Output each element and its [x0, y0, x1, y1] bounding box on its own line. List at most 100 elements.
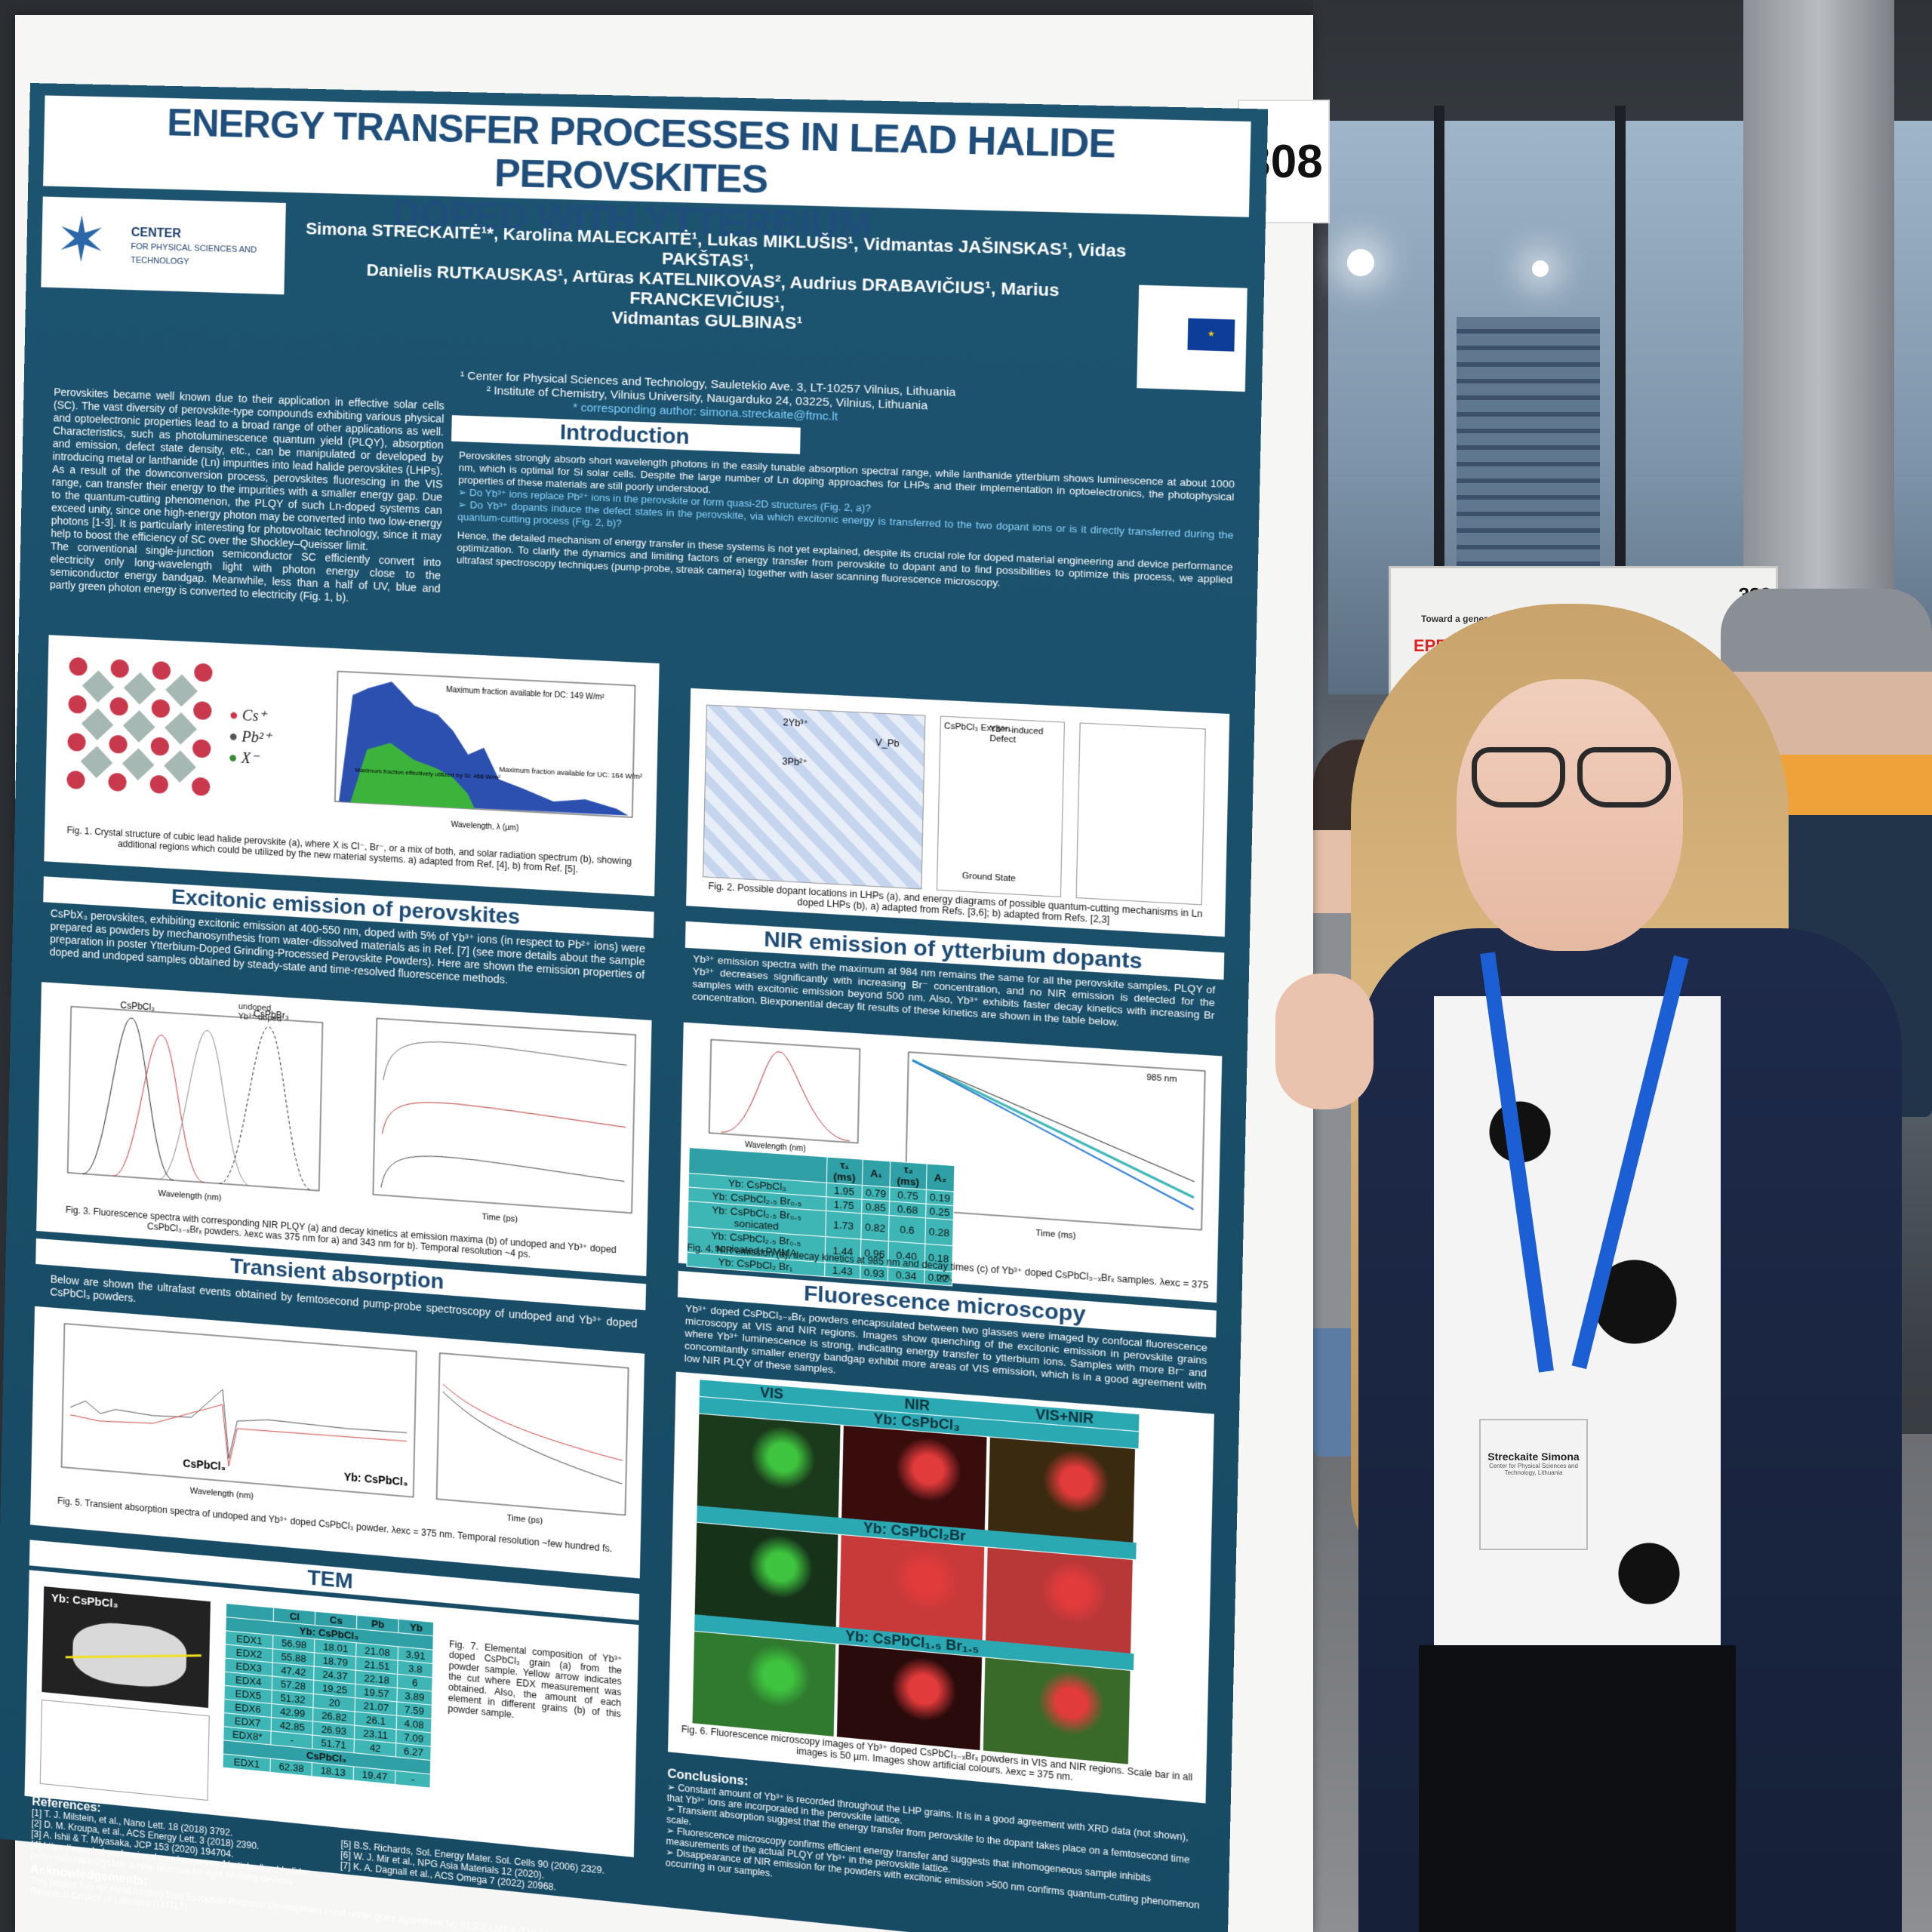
axis-label: Time (ps): [481, 1212, 518, 1224]
plot-label: Yb: CsPbCl₃: [344, 1470, 408, 1487]
presenter-face: [1457, 679, 1683, 951]
table-cell: 0.28: [924, 1217, 954, 1246]
cs-atom: [66, 770, 85, 790]
decay-kinetics-plot: Time (ps): [357, 1010, 644, 1224]
cs-atom: [192, 700, 212, 721]
legend-pb: Pb²⁺: [242, 728, 272, 747]
cs-atom: [108, 772, 127, 792]
microscopy-image: [694, 1522, 838, 1627]
cs-atom: [191, 777, 211, 796]
octahedron: [82, 670, 115, 703]
cs-atom: [152, 660, 171, 681]
figure-3-legend: undoped Yb³⁺ doped: [238, 1002, 281, 1024]
glasses-icon: [1472, 747, 1671, 808]
cs-atom: [151, 699, 171, 718]
presenter-trousers: [1419, 1645, 1736, 1932]
logo-subtitle: FOR PHYSICAL SCIENCES AND TECHNOLOGY: [130, 242, 257, 267]
solar-spectrum-plot: Maximum fraction available for DC: 149 W…: [319, 663, 642, 833]
microscopy-image: [985, 1547, 1133, 1654]
ceiling-lamp: [1347, 249, 1374, 276]
ceiling-lamp: [1532, 260, 1549, 277]
poster-title-bar: ENERGY TRANSFER PROCESSES IN LEAD HALIDE…: [43, 95, 1251, 248]
eu-flag-icon: ★: [1187, 318, 1235, 352]
nir-decay-plot: 985 nm Time (ms): [880, 1043, 1214, 1241]
figure-3-panel: CsPbCl₃ CsPbBr₃ Wavelength (nm) undoped …: [36, 982, 652, 1277]
energy-diagram-quantum-cutting: [1075, 722, 1206, 906]
ta-spectra-plot: CsPbCl₃ Yb: CsPbCl₃ Wavelength (nm): [38, 1315, 424, 1501]
octahedron: [81, 708, 114, 740]
badge-organization: Center for Physical Sciences and Technol…: [1489, 1463, 1578, 1476]
table-cell: 0.82: [860, 1213, 890, 1241]
cs-atom: [67, 732, 86, 752]
badge-name: Streckaite Simona: [1487, 1451, 1580, 1463]
edx-composition-table: Cl Cs Pb Yb Yb: CsPbCl₃ EDX1 56.98 18.01 21.08 3.…: [223, 1603, 435, 1789]
plot-label: CsPbCl₃: [183, 1457, 226, 1472]
intro-text-left: Perovskites became well known due to the…: [50, 386, 445, 608]
octahedron: [165, 712, 197, 745]
plot-label: CsPbCl₃: [120, 1000, 155, 1013]
diagram-label: Yb³⁺-induced Defect: [989, 724, 1044, 745]
table-cell: A₂: [926, 1164, 955, 1192]
diagram-label: Ground State: [961, 871, 1016, 884]
ta-kinetics-plot: Time (ps): [429, 1345, 637, 1526]
spectrum-xlabel: Wavelength, λ (µm): [451, 820, 518, 832]
octahedron: [122, 748, 155, 781]
microscopy-image: [836, 1644, 983, 1751]
microscopy-image: [988, 1437, 1136, 1543]
microscopy-image: [983, 1657, 1131, 1764]
octahedron: [164, 750, 196, 783]
figure-1-panel: ● Cs⁺ ● Pb²⁺ ● X⁻ Maximum fraction avail…: [44, 635, 660, 897]
octahedron: [80, 746, 113, 779]
poster-board: 308 ENERGY TRANSFER PROCESSES IN LEAD HA…: [0, 15, 1330, 1932]
cs-atom: [149, 774, 169, 795]
axis-label: Time (ms): [1035, 1229, 1076, 1241]
funding-logo: ★: [1137, 285, 1247, 392]
cs-atom: [194, 663, 213, 682]
intro-text-right: Perovskites strongly absorb short wavele…: [457, 449, 1235, 599]
presenter-blouse: [1434, 996, 1721, 1675]
energy-diagram: CsPbCl₃ Exciton Yb³⁺-induced Defect Grou…: [936, 715, 1066, 897]
edx-profile-plot: [39, 1699, 210, 1801]
presenter-hand: [1275, 974, 1374, 1109]
table-cell: τ₂ (ms): [890, 1161, 927, 1190]
figure-4-panel: Wavelength (nm) 985 nm Time (ms) τ₁ (ms)…: [678, 1022, 1223, 1303]
intro-paragraph: Perovskites became well known due to the…: [51, 386, 445, 553]
cs-atom: [69, 657, 88, 676]
microscopy-image: [839, 1535, 985, 1641]
diagram-label: 3Pb²⁺: [782, 755, 808, 768]
diagram-label: V_Pb: [875, 737, 900, 749]
star-logo-icon: ✶: [54, 205, 109, 276]
cs-atom: [109, 697, 128, 716]
plot-label: 985 nm: [1146, 1072, 1177, 1084]
table-cell: A₁: [862, 1159, 891, 1188]
diagram-label: 2Yb³⁺: [783, 716, 809, 729]
window-mullion: [1615, 106, 1626, 709]
figure-5-panel: CsPbCl₃ Yb: CsPbCl₃ Wavelength (nm) Time…: [29, 1306, 645, 1579]
table-cell: 0.19: [925, 1189, 955, 1206]
cs-atom: [109, 734, 128, 754]
perovskite-crystal-structure: [66, 657, 213, 796]
name-badge: Streckaite Simona Center for Physical Sc…: [1479, 1419, 1588, 1550]
legend-cs: Cs⁺: [242, 707, 267, 725]
axis-label: Wavelength (nm): [745, 1141, 806, 1154]
cs-atom: [192, 739, 211, 758]
microscopy-image: [692, 1631, 836, 1737]
figure-6-panel: VIS NIR VIS+NIR Yb: CsPbCl₃ Yb: CsPbCl₂B…: [667, 1371, 1214, 1804]
axis-label: Time (ps): [506, 1513, 543, 1525]
table-cell: 1.73: [825, 1211, 862, 1240]
table-cell: 0.6: [888, 1215, 926, 1244]
cs-atom: [68, 694, 87, 714]
cs-atom: [150, 737, 170, 756]
window-mullion: [1434, 106, 1444, 709]
tem-image-label: Yb: CsPbCl₃: [51, 1591, 118, 1611]
axis-label: Wavelength (nm): [190, 1487, 254, 1501]
dopant-location-diagram: 2Yb³⁺ 3Pb²⁺ V_Pb: [703, 704, 926, 890]
axis-label: Wavelength (nm): [158, 1189, 221, 1203]
microscopy-image: [697, 1414, 841, 1518]
figure-2-panel: 2Yb³⁺ 3Pb²⁺ V_Pb CsPbCl₃ Exciton Yb³⁺-in…: [686, 688, 1230, 937]
scientific-poster: ENERGY TRANSFER PROCESSES IN LEAD HALIDE…: [0, 83, 1269, 1932]
figure-7-caption: Fig. 7. Elemental composition of Yb³⁺ do…: [448, 1638, 623, 1721]
octahedron: [122, 710, 155, 743]
fluorescence-spectra-plot: CsPbCl₃ CsPbBr₃ Wavelength (nm): [45, 1000, 346, 1203]
logo-wordmark: CENTER FOR PHYSICAL SCIENCES AND TECHNOL…: [131, 226, 284, 272]
